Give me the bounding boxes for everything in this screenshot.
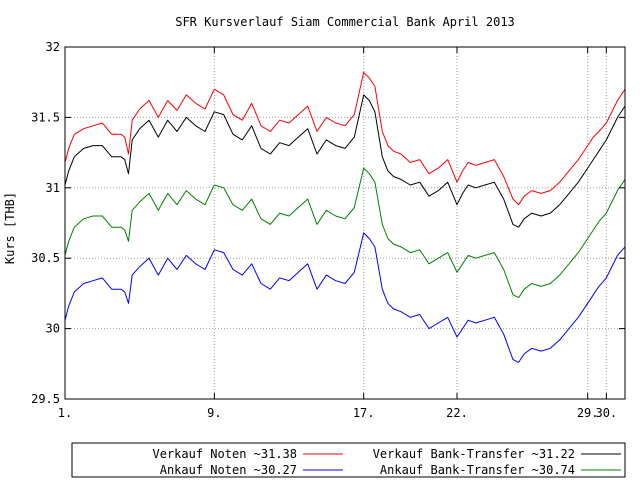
y-tick-label: 32 xyxy=(46,40,60,54)
legend: Verkauf Noten ~31.38 Verkauf Bank-Transfe… xyxy=(153,447,621,477)
y-tick-label: 29.5 xyxy=(31,392,60,406)
x-tick-label: 9. xyxy=(207,406,221,420)
grid-lines xyxy=(65,47,625,399)
y-tick-label: 30.5 xyxy=(31,251,60,265)
legend-label: Verkauf Bank-Transfer ~31.22 xyxy=(373,447,575,461)
y-axis-label: Kurs [THB] xyxy=(3,192,17,264)
series-line-1 xyxy=(64,71,626,206)
legend-box xyxy=(71,442,626,478)
series-lines xyxy=(64,71,626,363)
legend-label: Ankauf Bank-Transfer ~30.74 xyxy=(380,463,575,477)
series-line-2 xyxy=(64,94,626,228)
legend-label: Verkauf Noten ~31.38 xyxy=(153,447,298,461)
x-tick-label: 29. xyxy=(577,406,599,420)
axis-ticks: 29.5 30 30.5 31 31.5 32 1. 9. 17. 22. 29.30. xyxy=(31,40,625,420)
x-tick-label: 1. xyxy=(58,406,72,420)
legend-label: Ankauf Noten ~30.27 xyxy=(160,463,297,477)
x-tick-label: 22. xyxy=(446,406,468,420)
x-tick-label: 30. xyxy=(595,406,617,420)
plot-frame xyxy=(64,46,626,400)
series-line-3 xyxy=(64,232,626,363)
y-tick-label: 30 xyxy=(46,322,60,336)
series-line-4 xyxy=(64,167,626,299)
chart-title: SFR Kursverlauf Siam Commercial Bank Apr… xyxy=(175,15,515,29)
x-tick-label: 17. xyxy=(353,406,375,420)
y-tick-label: 31 xyxy=(46,181,60,195)
y-tick-label: 31.5 xyxy=(31,110,60,124)
